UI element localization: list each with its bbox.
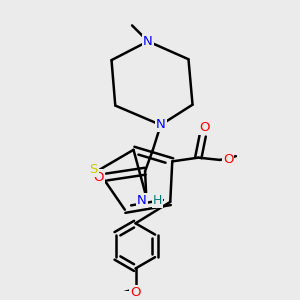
Text: O: O — [223, 153, 233, 167]
Text: N: N — [143, 35, 153, 48]
Text: H: H — [153, 194, 163, 207]
Text: N: N — [156, 118, 166, 131]
Text: N: N — [137, 194, 147, 207]
Text: O: O — [93, 170, 104, 184]
Text: S: S — [89, 163, 98, 176]
Text: O: O — [130, 286, 141, 299]
Text: O: O — [199, 121, 209, 134]
